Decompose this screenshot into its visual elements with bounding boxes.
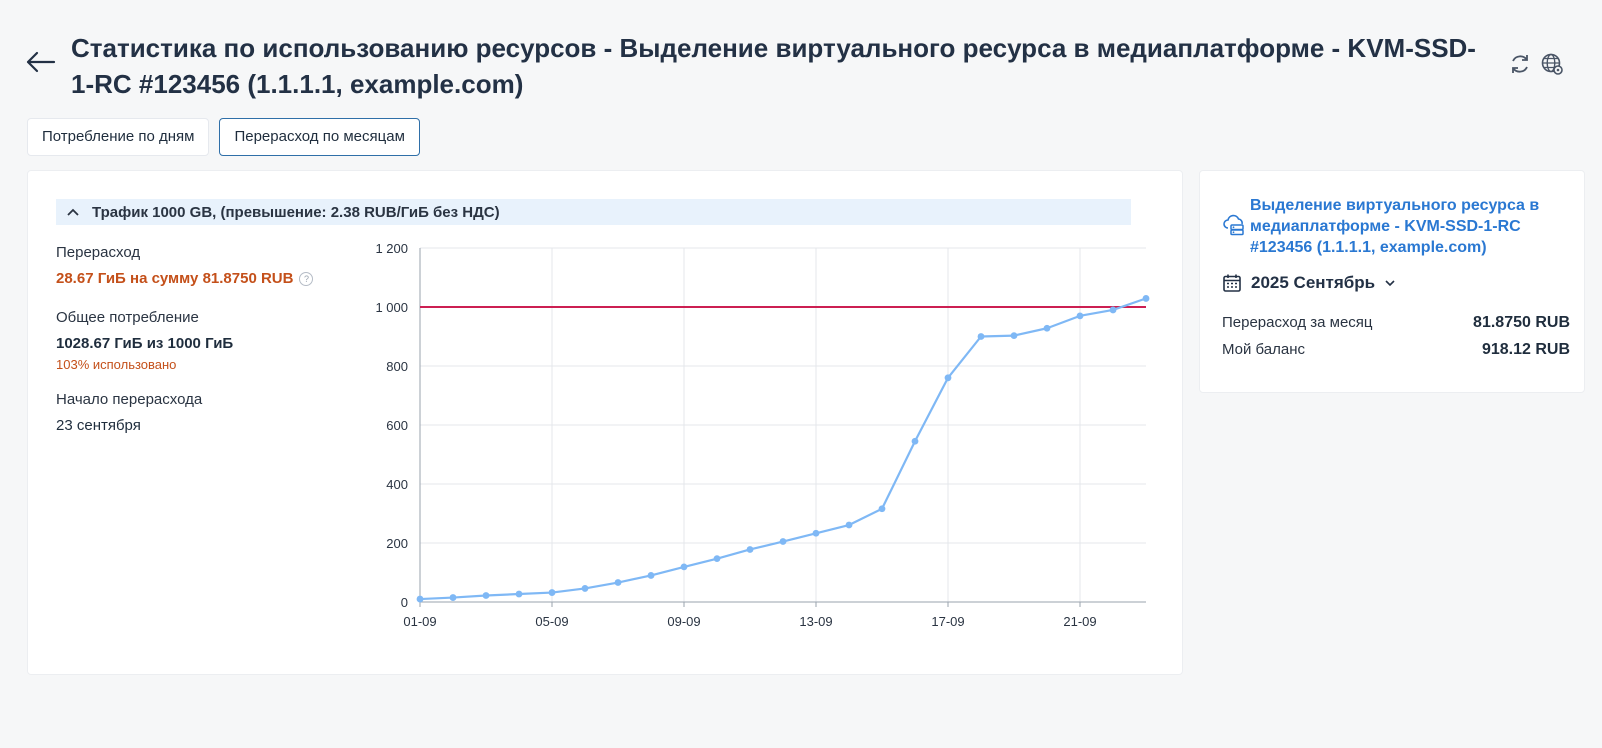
traffic-line-chart: 0 200 400 600 800 1 000 1 200 01-09 05-09 09-09 13… — [375, 241, 1150, 629]
stats-panel: Перерасход 28.67 ГиБ на сумму 81.8750 RU… — [56, 243, 356, 455]
data-point — [878, 505, 886, 513]
balance-label: Мой баланс — [1222, 341, 1306, 358]
data-point — [515, 590, 523, 598]
traffic-stats-card: Трафик 1000 GB, (превышение: 2.38 RUB/Ги… — [27, 170, 1183, 675]
y-tick-label: 400 — [386, 477, 408, 492]
globe-settings-button[interactable] — [1540, 52, 1564, 76]
data-point — [911, 437, 919, 445]
data-point — [548, 589, 556, 596]
y-tick-label: 0 — [401, 595, 408, 610]
monthly-overuse-row: Перерасход за месяц 81.8750 RUB — [1222, 314, 1570, 332]
x-tick-label: 21-09 — [1063, 614, 1096, 629]
y-tick-label: 600 — [386, 418, 408, 433]
traffic-section-title: Трафик 1000 GB, (превышение: 2.38 RUB/Ги… — [92, 203, 500, 221]
data-point — [581, 585, 589, 592]
overuse-label: Перерасход — [56, 244, 141, 261]
data-point — [449, 594, 457, 601]
period-label: 2025 Сентябрь — [1251, 273, 1376, 292]
tabs-bar: Потребление по дням Перерасход по месяца… — [27, 118, 420, 156]
tab-daily-consumption[interactable]: Потребление по дням — [27, 118, 210, 156]
monthly-overuse-value: 81.8750 RUB — [1473, 314, 1570, 331]
usage-percent-note: 103% использовано — [56, 357, 177, 372]
cloud-server-icon — [1223, 214, 1244, 236]
calendar-icon — [1223, 274, 1241, 292]
x-tick-label: 05-09 — [535, 614, 568, 629]
y-tick-label: 200 — [386, 536, 408, 551]
y-tick-label: 800 — [386, 359, 408, 374]
data-point — [647, 572, 655, 579]
page-title: Статистика по использованию ресурсов - В… — [71, 33, 1476, 99]
balance-value: 918.12 RUB — [1481, 341, 1570, 358]
traffic-section-header[interactable]: Трафик 1000 GB, (превышение: 2.38 RUB/Ги… — [56, 199, 1131, 225]
data-point — [713, 555, 721, 563]
data-point — [1043, 324, 1051, 332]
data-point — [812, 529, 820, 537]
overuse-start-label: Начало перерасхода — [56, 391, 203, 408]
x-tick-label: 13-09 — [799, 614, 832, 629]
y-tick-label: 1 000 — [375, 300, 408, 315]
overuse-start-value: 23 сентября — [56, 417, 141, 434]
series-line — [419, 297, 1147, 601]
data-point — [1010, 332, 1018, 340]
globe-settings-icon — [1541, 53, 1563, 75]
total-consumption-value: 1028.67 ГиБ из 1000 ГиБ — [56, 335, 234, 352]
data-point — [845, 521, 853, 529]
resource-summary-card: Выделение виртуального ресурса в медиапл… — [1199, 170, 1585, 393]
arrow-left-icon — [26, 51, 56, 73]
x-tick-label: 01-09 — [403, 614, 436, 629]
x-tick-label: 17-09 — [931, 614, 964, 629]
data-point — [779, 538, 787, 545]
tab-monthly-overuse[interactable]: Перерасход по месяцам — [219, 118, 420, 156]
data-point — [1142, 295, 1150, 302]
x-tick-label: 09-09 — [667, 614, 700, 629]
y-tick-label: 1 200 — [375, 241, 408, 256]
data-point — [416, 595, 424, 603]
refresh-button[interactable] — [1508, 52, 1532, 76]
data-point — [482, 592, 490, 599]
data-point — [944, 374, 952, 382]
back-button[interactable] — [24, 48, 56, 76]
data-point — [746, 546, 754, 553]
data-point — [680, 563, 688, 571]
refresh-icon — [1512, 55, 1528, 73]
total-consumption-label: Общее потребление — [56, 309, 199, 326]
help-icon[interactable]: ? — [299, 272, 314, 286]
data-point — [1109, 306, 1117, 314]
chevron-up-icon — [67, 208, 79, 216]
resource-link[interactable]: Выделение виртуального ресурса в медиапл… — [1250, 197, 1540, 256]
data-point — [977, 333, 985, 340]
overuse-value: 28.67 ГиБ на сумму 81.8750 RUB — [56, 270, 294, 287]
chevron-down-icon — [1385, 280, 1395, 287]
period-selector[interactable]: 2025 Сентябрь — [1222, 273, 1396, 293]
balance-row: Мой баланс 918.12 RUB — [1222, 341, 1570, 359]
monthly-overuse-label: Перерасход за месяц — [1222, 314, 1373, 331]
data-point — [614, 579, 622, 586]
data-point — [1076, 312, 1084, 320]
